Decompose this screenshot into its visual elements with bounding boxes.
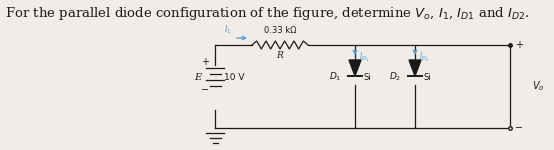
Text: $D_1$: $D_1$	[329, 71, 341, 83]
Polygon shape	[349, 60, 361, 76]
Text: $V_o$: $V_o$	[532, 80, 545, 93]
Text: +: +	[201, 57, 209, 67]
Text: $I_{D_2}$: $I_{D_2}$	[419, 50, 429, 64]
Text: 10 V: 10 V	[224, 72, 244, 81]
Text: Si: Si	[363, 72, 371, 81]
Text: Si: Si	[423, 72, 430, 81]
Polygon shape	[409, 60, 421, 76]
Text: $D_2$: $D_2$	[389, 71, 401, 83]
Text: R: R	[276, 51, 284, 60]
Text: −: −	[515, 123, 523, 133]
Text: For the parallel diode configuration of the figure, determine $V_o$, $I_1$, $I_{: For the parallel diode configuration of …	[5, 5, 530, 22]
Text: 0.33 kΩ: 0.33 kΩ	[264, 26, 296, 35]
Text: E: E	[194, 72, 201, 81]
Text: $I_1$: $I_1$	[224, 24, 232, 36]
Text: +: +	[515, 40, 523, 50]
Text: −: −	[201, 85, 209, 95]
Text: $I_{D_1}$: $I_{D_1}$	[359, 50, 370, 64]
